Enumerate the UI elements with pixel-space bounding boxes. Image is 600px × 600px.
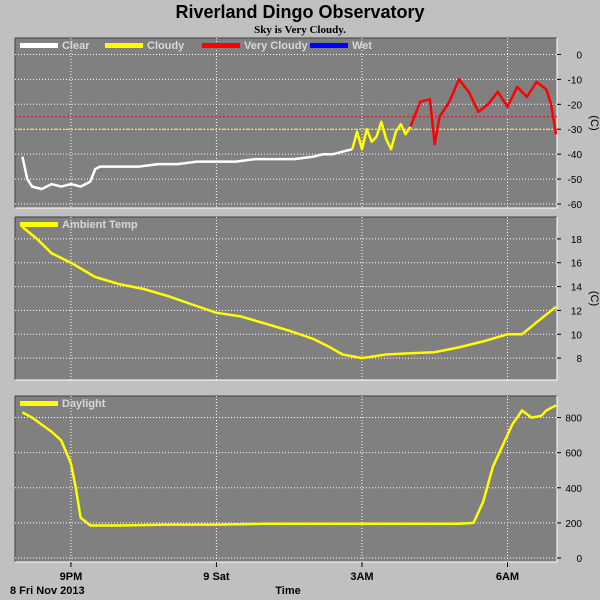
y-tick-label: -50 xyxy=(568,175,583,186)
x-tick-label: 6AM xyxy=(496,571,519,583)
panel-1 xyxy=(14,37,561,209)
series-line-ambient-temp xyxy=(21,226,557,360)
chart-title: Riverland Dingo Observatory xyxy=(175,2,424,22)
y-tick-label: -10 xyxy=(568,75,583,86)
legend-label-daylight: Daylight xyxy=(62,398,106,410)
legend-swatch xyxy=(20,222,58,227)
y-tick-label: 14 xyxy=(571,283,583,294)
series-line-cloudy xyxy=(351,120,412,151)
chart-subtitle: Sky is Very Cloudy. xyxy=(254,24,346,36)
legend-label-clear: Clear xyxy=(62,40,90,52)
y-tick-label: 10 xyxy=(571,330,583,341)
y-tick-label: 16 xyxy=(571,259,583,270)
y-tick-label: -40 xyxy=(568,150,583,161)
legend-label-very-cloudy: Very Cloudy xyxy=(244,40,308,52)
y-tick-label: 400 xyxy=(565,484,582,495)
panel-2 xyxy=(14,216,561,381)
y-tick-label: 800 xyxy=(565,414,582,425)
y-tick-label: 8 xyxy=(576,354,582,365)
legend-swatch xyxy=(202,43,240,48)
y-tick-label: 18 xyxy=(571,235,583,246)
y-axis-label: (C) xyxy=(588,115,600,130)
x-tick-label: 3AM xyxy=(350,571,373,583)
panel-background xyxy=(15,38,557,208)
panel-background xyxy=(15,396,557,562)
y-tick-label: 0 xyxy=(576,50,582,61)
series-line-clear xyxy=(21,147,353,191)
panel-3 xyxy=(14,395,561,563)
legend-label-wet: Wet xyxy=(352,40,372,52)
legend-swatch xyxy=(20,401,58,406)
x-start-label: 8 Fri Nov 2013 xyxy=(10,585,85,597)
y-tick-label: 600 xyxy=(565,449,582,460)
legend-swatch xyxy=(105,43,143,48)
y-tick-label: -20 xyxy=(568,100,583,111)
legend-swatch xyxy=(310,43,348,48)
x-axis-label: Time xyxy=(275,585,300,597)
legend-label-cloudy: Cloudy xyxy=(147,40,185,52)
x-tick-label: 9PM xyxy=(60,571,83,583)
legend-swatch xyxy=(20,43,58,48)
legend-label-ambient-temp: Ambient Temp xyxy=(62,219,138,231)
y-tick-label: -60 xyxy=(568,200,583,211)
y-tick-label: 0 xyxy=(576,554,582,565)
series-line-very-cloudy xyxy=(409,78,558,146)
y-tick-label: 12 xyxy=(571,306,583,317)
panel-background xyxy=(15,217,557,380)
y-tick-label: 200 xyxy=(565,519,582,530)
y-axis-label: (C) xyxy=(588,291,600,306)
y-tick-label: -30 xyxy=(568,125,583,136)
series-line-daylight xyxy=(21,404,557,527)
x-tick-label: 9 Sat xyxy=(203,571,230,583)
